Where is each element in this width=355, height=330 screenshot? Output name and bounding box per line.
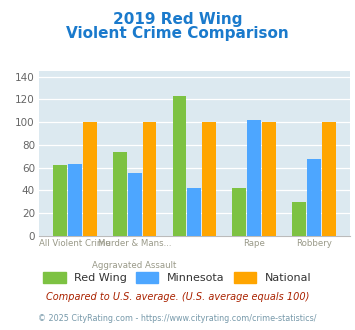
Legend: Red Wing, Minnesota, National: Red Wing, Minnesota, National bbox=[39, 268, 316, 288]
Bar bbox=[143, 122, 157, 236]
Bar bbox=[173, 96, 186, 236]
Bar bbox=[202, 122, 216, 236]
Bar bbox=[53, 165, 67, 236]
Bar bbox=[113, 152, 127, 236]
Bar bbox=[307, 159, 321, 236]
Bar bbox=[262, 122, 276, 236]
Bar bbox=[83, 122, 97, 236]
Text: Violent Crime Comparison: Violent Crime Comparison bbox=[66, 26, 289, 41]
Bar bbox=[232, 188, 246, 236]
Text: © 2025 CityRating.com - https://www.cityrating.com/crime-statistics/: © 2025 CityRating.com - https://www.city… bbox=[38, 314, 317, 323]
Bar bbox=[292, 202, 306, 236]
Bar bbox=[187, 188, 201, 236]
Text: Aggravated Assault: Aggravated Assault bbox=[92, 261, 177, 270]
Bar bbox=[128, 173, 142, 236]
Text: Compared to U.S. average. (U.S. average equals 100): Compared to U.S. average. (U.S. average … bbox=[46, 292, 309, 302]
Bar bbox=[247, 120, 261, 236]
Bar bbox=[68, 164, 82, 236]
Text: 2019 Red Wing: 2019 Red Wing bbox=[113, 12, 242, 26]
Bar bbox=[322, 122, 335, 236]
